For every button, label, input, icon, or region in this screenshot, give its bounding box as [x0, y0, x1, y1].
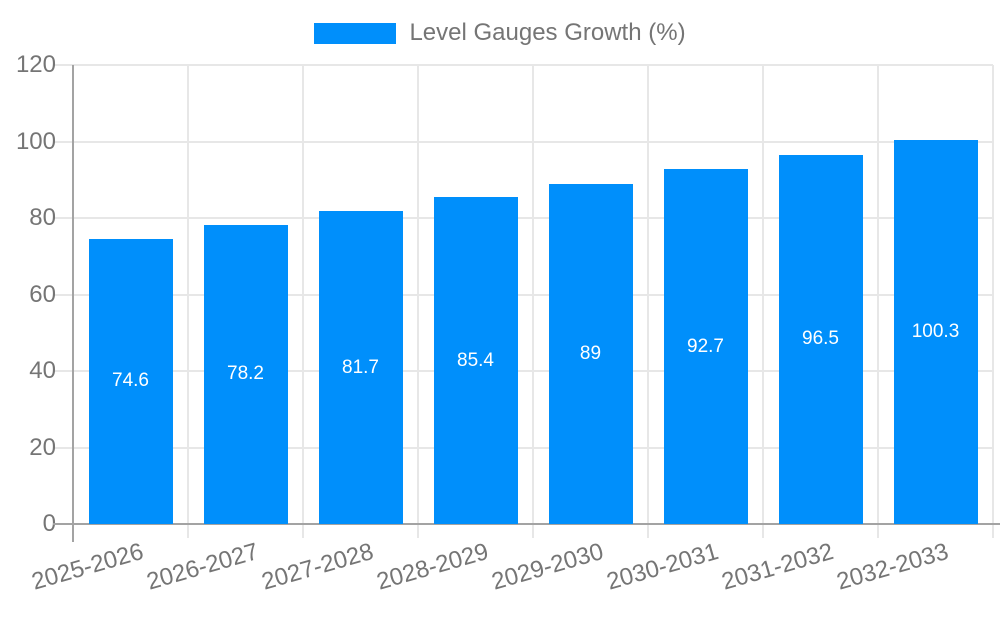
bar-value-label: 85.4 — [457, 349, 494, 371]
bar-2032-2033 — [893, 140, 978, 524]
y-axis-tick — [53, 64, 73, 66]
x-axis-tick — [187, 524, 189, 538]
bar-2027-2028 — [318, 211, 403, 524]
x-gridline — [302, 65, 304, 524]
x-axis-tick — [302, 524, 304, 538]
x-gridline — [992, 65, 994, 524]
x-axis-tick — [647, 524, 649, 538]
x-axis-tick — [532, 524, 534, 538]
x-axis-line — [53, 523, 1000, 525]
bar-value-label: 74.6 — [112, 370, 149, 392]
x-gridline — [877, 65, 879, 524]
x-axis-tick — [417, 524, 419, 538]
y-axis-label: 20 — [29, 433, 56, 461]
bar-value-label: 89 — [579, 342, 602, 364]
y-axis-tick — [53, 446, 73, 449]
bar-value-label: 100.3 — [911, 321, 960, 343]
y-axis-label: 80 — [29, 204, 56, 231]
bar-value-label: 81.7 — [342, 356, 379, 378]
x-gridline — [187, 65, 189, 524]
y-axis-tick — [53, 140, 73, 143]
x-axis-tick — [762, 524, 764, 538]
bar-2028-2029 — [433, 197, 518, 524]
bar-value-label: 96.5 — [802, 328, 839, 350]
bar-2029-2030 — [548, 183, 633, 524]
bar-value-label: 78.2 — [227, 363, 264, 385]
bar-2026-2027 — [203, 224, 288, 524]
x-gridline — [647, 65, 649, 524]
bar-value-label: 92.7 — [687, 335, 724, 357]
x-gridline — [532, 65, 534, 524]
bar-2031-2032 — [778, 154, 863, 524]
bar-chart: Level Gauges Growth (%) 0 20 40 60 80 100 120 7… — [0, 19, 1000, 596]
y-axis-tick — [53, 370, 73, 372]
y-axis-label: 40 — [29, 357, 56, 384]
y-axis-label: 0 — [42, 510, 56, 537]
bar-2030-2031 — [663, 169, 748, 524]
legend-swatch-icon — [314, 22, 397, 44]
y-axis-label: 60 — [29, 280, 56, 308]
x-gridline — [762, 65, 764, 524]
y-axis-line — [72, 65, 74, 542]
legend-label: Level Gauges Growth (%) — [409, 19, 686, 46]
x-axis-tick — [992, 524, 994, 538]
legend-item[interactable]: Level Gauges Growth (%) — [0, 19, 1000, 47]
x-axis-tick — [877, 524, 879, 538]
x-gridline — [417, 65, 419, 524]
y-axis-label: 100 — [15, 127, 56, 155]
y-axis-tick — [53, 293, 73, 296]
y-axis-tick — [53, 217, 73, 219]
y-axis-label: 120 — [15, 51, 56, 78]
bar-2025-2026 — [88, 238, 173, 524]
